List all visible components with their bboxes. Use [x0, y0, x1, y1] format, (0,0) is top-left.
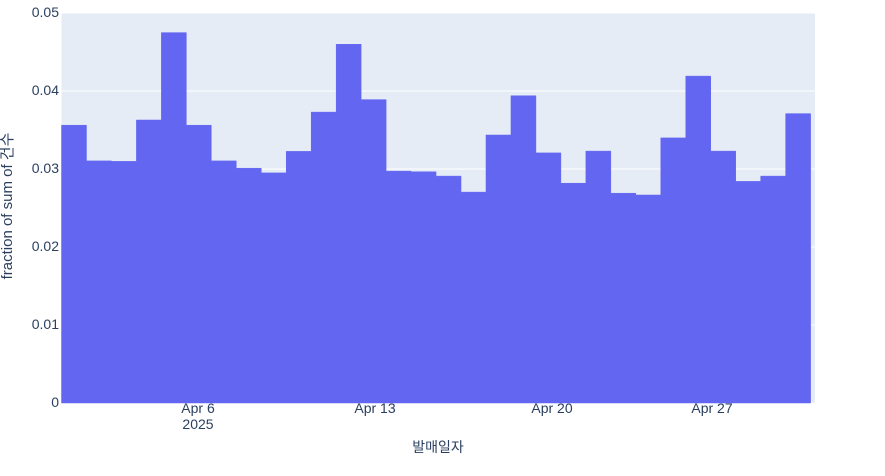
svg-text:0: 0: [51, 394, 59, 410]
svg-text:Apr 13: Apr 13: [354, 400, 395, 416]
svg-text:발매일자: 발매일자: [412, 439, 464, 455]
svg-text:0.03: 0.03: [32, 160, 59, 176]
svg-text:0.05: 0.05: [32, 4, 59, 20]
svg-text:0.02: 0.02: [32, 238, 59, 254]
svg-text:0.01: 0.01: [32, 316, 59, 332]
svg-text:Apr 20: Apr 20: [531, 400, 572, 416]
svg-text:fraction of sum of 건수: fraction of sum of 건수: [0, 133, 16, 280]
svg-text:Apr 6: Apr 6: [181, 400, 215, 416]
svg-text:2025: 2025: [182, 416, 213, 432]
svg-text:Apr 27: Apr 27: [691, 400, 732, 416]
svg-text:0.04: 0.04: [32, 82, 59, 98]
